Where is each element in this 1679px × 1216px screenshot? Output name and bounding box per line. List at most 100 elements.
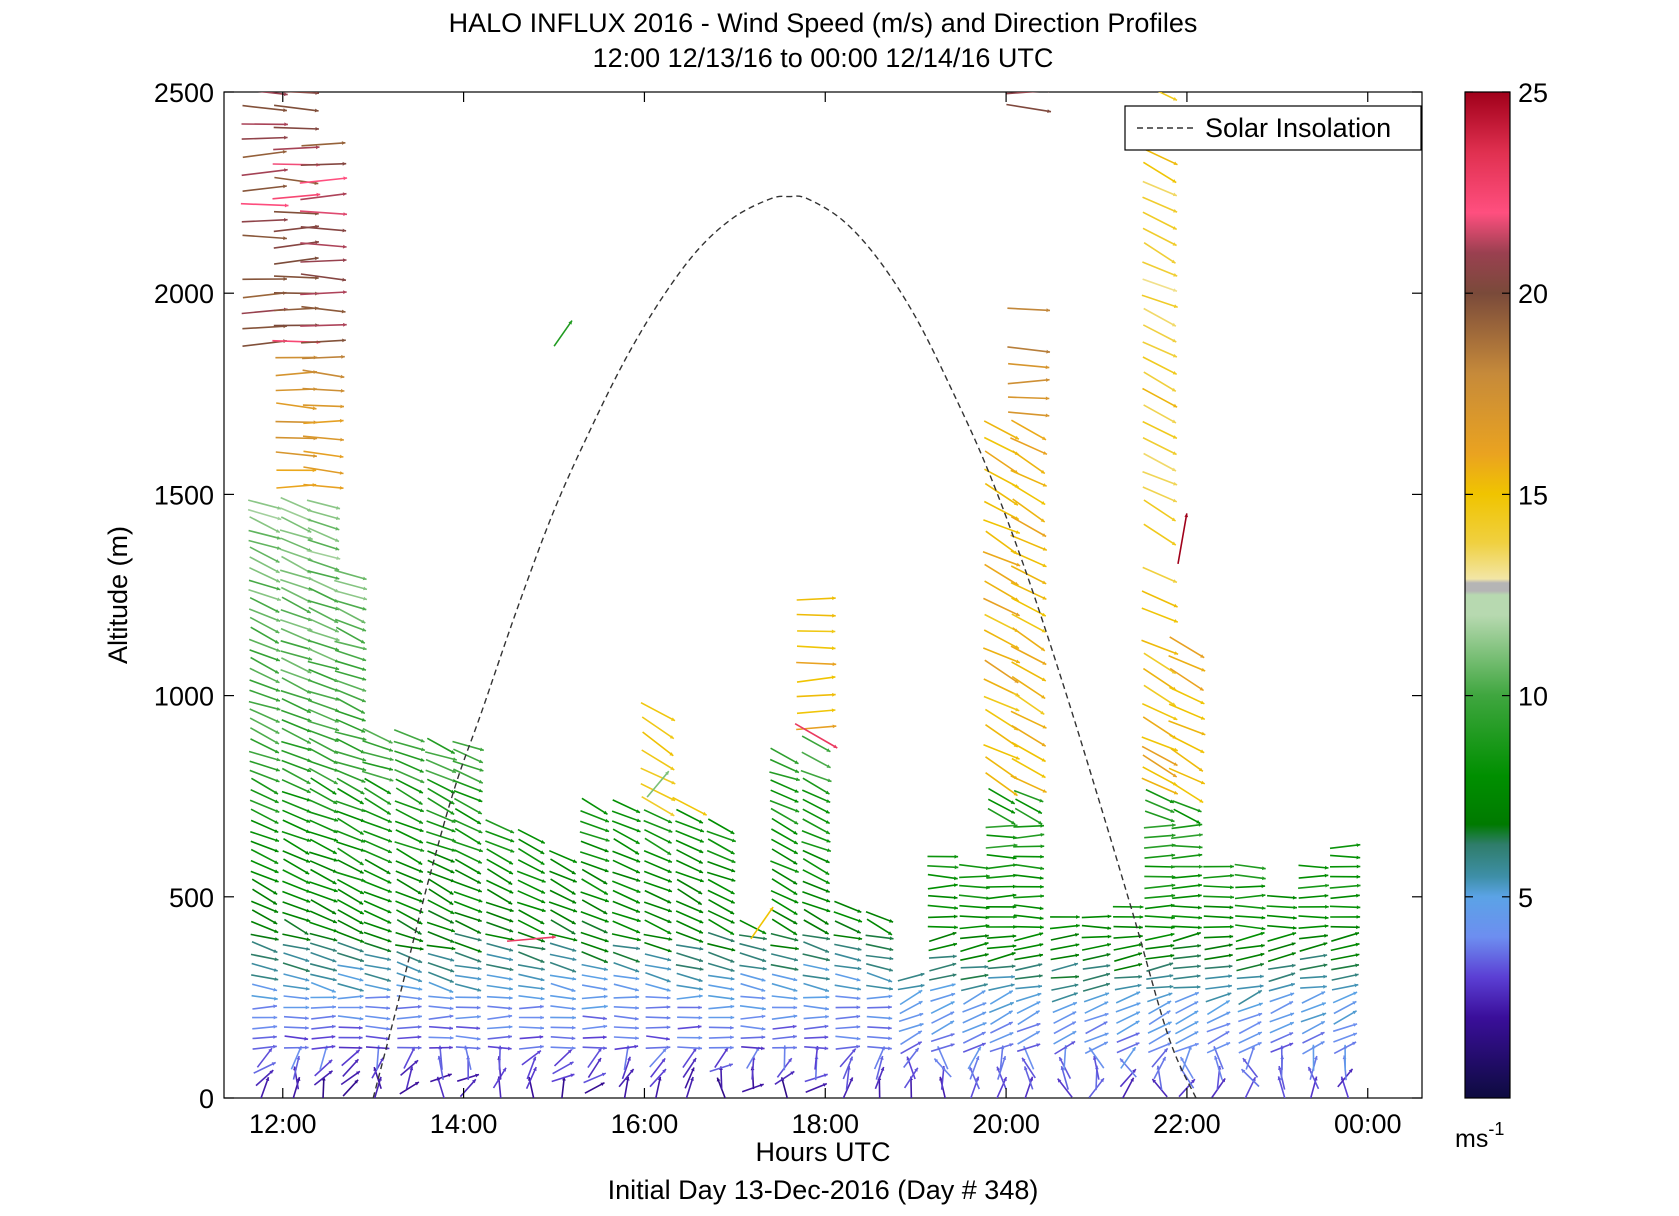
wind-vector-head: [604, 898, 609, 903]
wind-vector-head: [699, 919, 704, 924]
wind-vector-head: [305, 968, 310, 973]
wind-vector: [969, 1055, 980, 1080]
wind-vector-head: [1012, 893, 1017, 898]
wind-vector-head: [889, 936, 894, 941]
wind-vector: [802, 891, 831, 903]
wind-vector-shaft: [301, 339, 346, 344]
wind-vector-shaft: [248, 750, 281, 762]
wind-vector: [1144, 883, 1176, 890]
wind-vector-head: [1198, 823, 1203, 827]
wind-vector-head: [1323, 953, 1328, 958]
wind-vector-shaft: [549, 870, 577, 883]
wind-vector-head: [1171, 925, 1175, 930]
wind-vector-head: [306, 947, 310, 951]
colorbar-tick-label: 15: [1518, 480, 1548, 510]
wind-vector-shaft: [252, 1005, 278, 1010]
wind-vector-head: [981, 990, 986, 994]
wind-vector: [454, 858, 482, 875]
wind-vector-shaft: [454, 964, 482, 970]
wind-vector-head: [355, 1050, 360, 1054]
wind-vector-shaft: [307, 629, 340, 642]
wind-vector-shaft: [1013, 925, 1044, 929]
wind-vector: [283, 1005, 310, 1010]
wind-vector-shaft: [308, 811, 339, 822]
wind-vector: [1268, 963, 1296, 970]
wind-vector-head: [332, 919, 337, 924]
wind-vector: [251, 878, 278, 895]
wind-vector-head: [671, 780, 676, 785]
wind-vector-head: [359, 1016, 364, 1021]
wind-vector-shaft: [1115, 1002, 1141, 1013]
wind-vector: [242, 184, 287, 192]
wind-vector-head: [792, 1024, 797, 1029]
wind-vector-head: [334, 719, 339, 723]
wind-vector-head: [1293, 916, 1297, 920]
wind-vector-shaft: [281, 759, 312, 773]
wind-vectors: [240, 92, 1361, 1098]
wind-vector-head: [1048, 92, 1049, 93]
wind-vector-head: [661, 1058, 666, 1063]
wind-vector-head: [1229, 915, 1234, 920]
wind-vector-shaft: [1023, 1045, 1035, 1070]
wind-vector-head: [335, 576, 340, 580]
wind-vector-head: [667, 869, 672, 873]
wind-vector: [337, 888, 364, 905]
wind-vector: [283, 838, 310, 855]
wind-vector-shaft: [283, 1015, 309, 1020]
wind-vector: [581, 1004, 608, 1010]
wind-vector-head: [304, 1036, 309, 1041]
wind-vector-shaft: [310, 899, 337, 915]
wind-vector: [1084, 1012, 1109, 1023]
wind-vector-head: [306, 889, 311, 893]
wind-vector: [1171, 833, 1203, 840]
wind-vector-shaft: [1113, 935, 1143, 939]
wind-vector-shaft: [1141, 590, 1178, 608]
wind-vector-head: [1040, 824, 1044, 828]
wind-vector-shaft: [310, 973, 337, 982]
wind-vector-shaft: [1170, 747, 1204, 772]
wind-vector-shaft: [1057, 1078, 1073, 1098]
wind-vector-shaft: [771, 817, 798, 835]
wind-vector-shaft: [242, 104, 287, 112]
wind-vector-shaft: [396, 919, 422, 935]
wind-vector-shaft: [307, 720, 340, 732]
wind-vector-head: [1194, 1001, 1199, 1005]
wind-vector-head: [1197, 944, 1201, 948]
wind-vector: [900, 1041, 923, 1055]
wind-vector: [459, 1078, 477, 1098]
wind-vector-head: [1038, 974, 1043, 978]
wind-vector: [1235, 884, 1266, 889]
wind-vector-head: [950, 1011, 955, 1016]
wind-vector-head: [1292, 895, 1297, 900]
wind-vector-head: [636, 918, 641, 923]
wind-vector: [1330, 854, 1361, 860]
wind-vector-shaft: [427, 850, 455, 863]
wind-vector-shaft: [613, 961, 640, 973]
wind-vector-shaft: [645, 1046, 671, 1049]
wind-vector-shaft: [395, 931, 424, 943]
wind-vector-shaft: [927, 925, 958, 929]
wind-vector-head: [572, 948, 577, 952]
wind-vector-head: [793, 920, 798, 924]
wind-vector-shaft: [1013, 845, 1045, 848]
wind-vector: [1084, 1001, 1109, 1014]
wind-vector-head: [276, 546, 281, 550]
wind-vector-head: [1136, 1002, 1141, 1006]
wind-vector-head: [1132, 1069, 1136, 1073]
wind-vector-shaft: [580, 810, 610, 823]
wind-vector-shaft: [707, 942, 736, 952]
wind-vector: [643, 819, 673, 833]
wind-vector-shaft: [281, 767, 311, 785]
wind-vector: [613, 1006, 639, 1010]
wind-vector-head: [283, 184, 287, 189]
wind-vector-shaft: [337, 919, 364, 935]
wind-vector-head: [920, 983, 925, 988]
wind-vector: [930, 1000, 955, 1015]
wind-vector-shaft: [706, 871, 736, 882]
wind-vector: [517, 944, 546, 951]
wind-vector: [707, 962, 735, 972]
wind-vector-shaft: [454, 974, 482, 980]
wind-vector-shaft: [643, 809, 673, 824]
wind-vector: [903, 1047, 920, 1068]
wind-vector: [1299, 942, 1328, 952]
